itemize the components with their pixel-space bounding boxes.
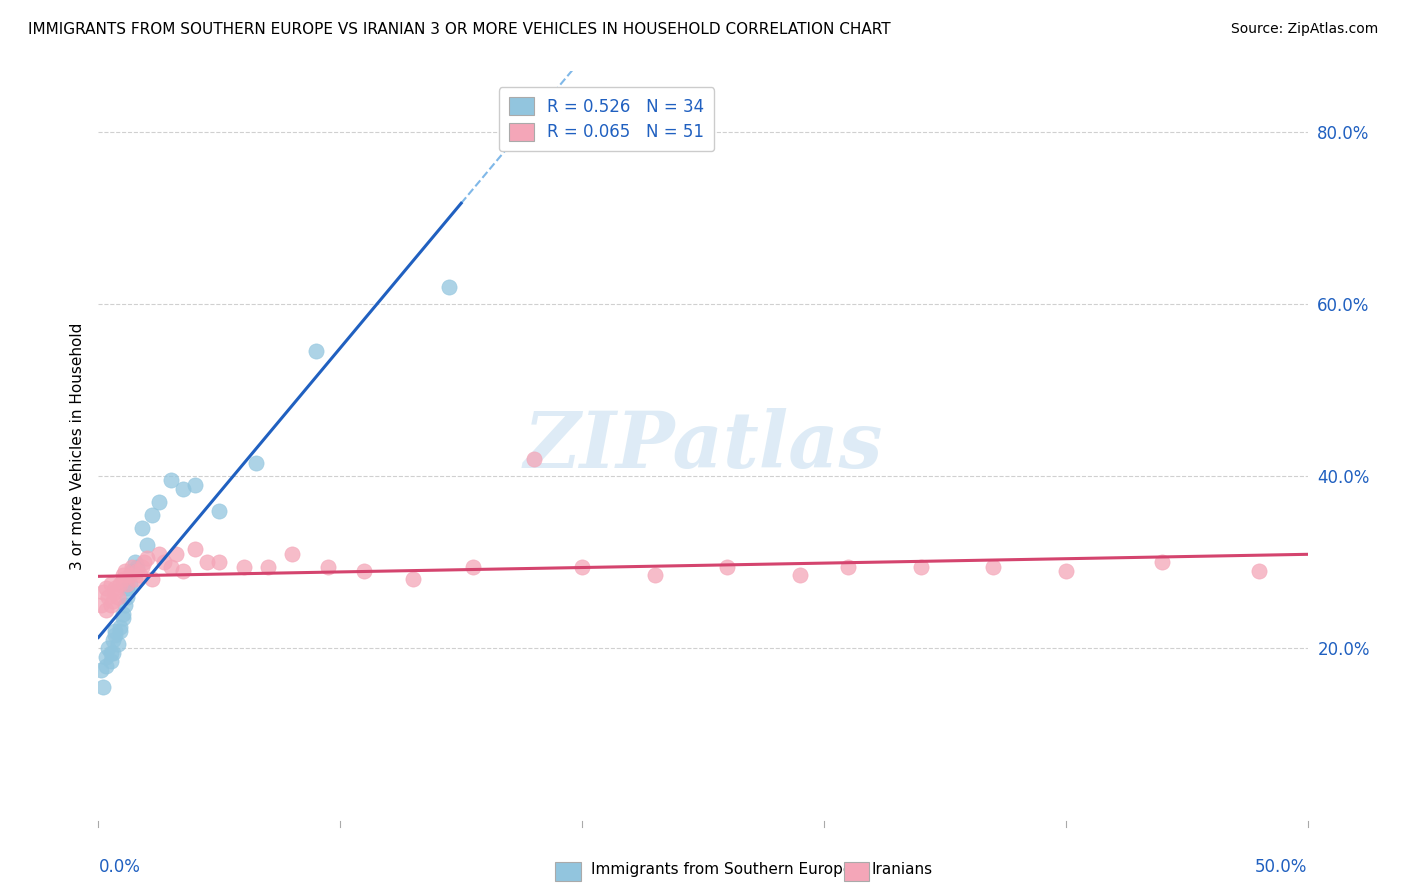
Point <box>571 559 593 574</box>
Point <box>208 503 231 517</box>
Point <box>1054 564 1077 578</box>
Point <box>117 581 139 595</box>
Point <box>134 555 156 569</box>
Point <box>131 521 153 535</box>
Point <box>256 559 278 574</box>
Point <box>208 555 231 569</box>
Point <box>111 568 134 582</box>
Text: Iranians: Iranians <box>872 863 932 877</box>
Point <box>111 611 134 625</box>
Point <box>91 585 114 599</box>
Point <box>104 581 127 595</box>
Point <box>316 559 339 574</box>
Point <box>165 547 187 561</box>
Point <box>107 637 129 651</box>
Point <box>100 646 122 660</box>
Y-axis label: 3 or more Vehicles in Household: 3 or more Vehicles in Household <box>69 322 84 570</box>
Point <box>1152 555 1174 569</box>
Text: IMMIGRANTS FROM SOUTHERN EUROPE VS IRANIAN 3 OR MORE VEHICLES IN HOUSEHOLD CORRE: IMMIGRANTS FROM SOUTHERN EUROPE VS IRANI… <box>28 22 891 37</box>
Point <box>104 628 127 642</box>
Point <box>141 508 163 522</box>
Point <box>523 451 546 466</box>
Point <box>101 646 124 660</box>
Legend: R = 0.526   N = 34, R = 0.065   N = 51: R = 0.526 N = 34, R = 0.065 N = 51 <box>499 87 714 151</box>
Point <box>1249 564 1271 578</box>
Point <box>118 568 141 582</box>
Point <box>97 590 120 604</box>
Point <box>124 573 146 587</box>
Point <box>437 279 460 293</box>
Text: ZIPatlas: ZIPatlas <box>523 408 883 484</box>
Point <box>127 564 149 578</box>
Point <box>463 559 485 574</box>
Point <box>104 585 127 599</box>
Text: 0.0%: 0.0% <box>98 858 141 876</box>
Point <box>402 573 425 587</box>
Point <box>148 495 170 509</box>
Point <box>94 581 117 595</box>
Point <box>184 477 207 491</box>
Point <box>118 576 141 591</box>
Point <box>172 564 194 578</box>
Point <box>245 456 267 470</box>
Point <box>644 568 666 582</box>
Point <box>100 654 122 668</box>
Point <box>232 559 254 574</box>
Point <box>97 641 120 656</box>
Point <box>981 559 1004 574</box>
Point <box>135 551 157 566</box>
Point <box>107 590 129 604</box>
Point <box>117 590 139 604</box>
Point <box>184 542 207 557</box>
Point <box>353 564 375 578</box>
Point <box>135 538 157 552</box>
Point <box>716 559 738 574</box>
Point <box>108 620 131 634</box>
Point <box>160 474 183 488</box>
Point <box>160 559 183 574</box>
Point <box>104 624 127 639</box>
Point <box>94 658 117 673</box>
Point <box>910 559 932 574</box>
Point <box>148 547 170 561</box>
Point <box>124 555 146 569</box>
Text: Source: ZipAtlas.com: Source: ZipAtlas.com <box>1230 22 1378 37</box>
Point <box>111 607 134 621</box>
Point <box>101 594 124 608</box>
Point <box>111 573 134 587</box>
Point <box>91 680 114 694</box>
Point <box>305 344 328 359</box>
Point <box>90 663 112 677</box>
Point <box>172 482 194 496</box>
Point <box>101 632 124 647</box>
Point <box>94 650 117 665</box>
Point <box>108 624 131 639</box>
Point <box>94 602 117 616</box>
Point <box>128 568 150 582</box>
Point <box>114 599 136 613</box>
Point <box>100 599 122 613</box>
Point <box>195 555 218 569</box>
Point <box>141 573 163 587</box>
Point <box>127 559 149 574</box>
Point <box>152 555 174 569</box>
Point <box>837 559 859 574</box>
Point <box>789 568 811 582</box>
Point <box>114 564 136 578</box>
Point <box>121 564 143 578</box>
Point <box>281 547 304 561</box>
Point <box>117 576 139 591</box>
Point <box>90 599 112 613</box>
Point <box>131 559 153 574</box>
Text: Immigrants from Southern Europe: Immigrants from Southern Europe <box>591 863 852 877</box>
Point <box>121 559 143 574</box>
Point <box>100 576 122 591</box>
Text: 50.0%: 50.0% <box>1256 858 1308 876</box>
Point <box>108 576 131 591</box>
